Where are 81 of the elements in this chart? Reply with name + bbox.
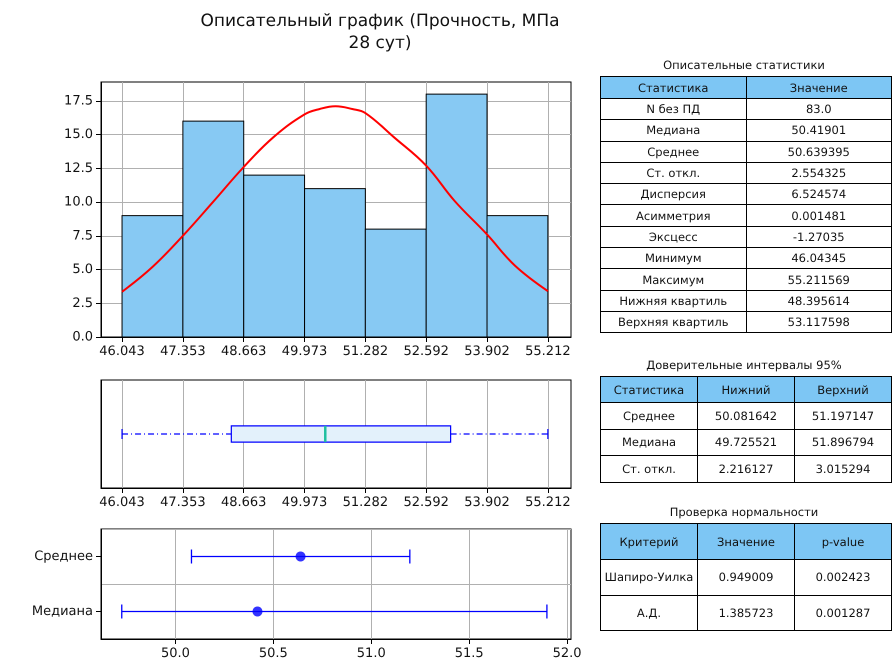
text: 53.117598	[788, 315, 850, 330]
x-tick-label: 47.353	[160, 495, 206, 510]
text: 51.197147	[812, 408, 874, 423]
text: -1.27035	[792, 230, 845, 244]
text: 50.41901	[791, 123, 846, 138]
y-tick-label: 10.0	[64, 194, 93, 210]
text: 2.554325	[791, 166, 846, 180]
category-label: Минимум	[644, 251, 702, 266]
x-tick-label: 55.212	[525, 495, 571, 510]
x-tick-label: 48.663	[220, 344, 266, 359]
x-tick-label: 51.282	[342, 495, 388, 510]
text: Доверительные интервалы 95%	[645, 358, 843, 374]
text: 50.639395	[788, 144, 850, 159]
category-label: p-value	[794, 524, 892, 560]
x-tick-label: 47.353	[160, 344, 206, 359]
x-tick-label: 52.592	[403, 495, 449, 510]
category-label: Медиана	[646, 123, 700, 138]
x-tick-label: 52.0	[552, 646, 582, 661]
text: 6.524574	[791, 187, 846, 202]
category-label: Критерий	[600, 524, 698, 560]
category-label: Среднее	[647, 144, 700, 159]
chart-title: Описательный график (Прочность, МПа 28 сут)	[200, 11, 560, 53]
category-label: Верхний	[794, 376, 892, 402]
x-tick-label: 48.663	[220, 495, 266, 510]
x-tick-label: 55.212	[525, 344, 571, 359]
y-tick-label: 2.5	[72, 296, 93, 311]
y-tick-label: Среднее	[34, 549, 93, 564]
y-tick-label: 12.5	[64, 160, 93, 176]
text: 48.395614	[788, 294, 850, 308]
category-label: Максимум	[642, 272, 704, 287]
text: Проверка нормальности	[668, 505, 820, 521]
y-tick-label: 7.5	[72, 228, 93, 244]
category-label: Статистика	[600, 376, 698, 402]
category-label: Медиана	[622, 435, 676, 450]
y-tick-label: 5.0	[72, 262, 93, 278]
category-label: Шапиро-Уилка	[604, 570, 694, 584]
x-tick-label: 51.282	[342, 344, 388, 359]
text: 51.896794	[812, 435, 874, 450]
y-tick-label: 0.0	[72, 330, 93, 344]
text: 83.0	[806, 102, 832, 116]
category-label: Асимметрия	[636, 208, 710, 223]
category-label: Ст. откл.	[646, 166, 700, 180]
x-tick-label: 46.043	[99, 344, 145, 359]
y-tick-label: 15.0	[64, 127, 93, 142]
text: 2.216127	[718, 462, 774, 476]
x-tick-label: 49.973	[282, 495, 328, 510]
text: 1.385723	[718, 606, 774, 620]
x-tick-label: 46.043	[99, 495, 145, 510]
x-tick-label: 50.0	[160, 646, 190, 661]
x-tick-label: 50.5	[258, 646, 288, 661]
text: 50.081642	[714, 408, 778, 423]
x-tick-label: 51.5	[454, 646, 484, 661]
category-label: Значение	[698, 524, 794, 560]
x-tick-label: 51.0	[356, 646, 386, 661]
text: 3.015294	[816, 462, 870, 476]
category-label: Эксцесс	[648, 230, 698, 244]
x-tick-label: 53.902	[464, 495, 510, 510]
category-label: Дисперсия	[640, 187, 706, 202]
text: 0.001481	[791, 208, 846, 223]
category-label: Ст. откл.	[622, 462, 676, 476]
category-label: А.Д.	[636, 606, 662, 620]
text: 0.001287	[816, 606, 870, 620]
text: 0.002423	[816, 570, 870, 584]
x-tick-label: 49.973	[282, 344, 328, 359]
category-label: Среднее	[622, 408, 676, 423]
line-series	[121, 105, 549, 293]
text: 46.04345	[791, 251, 846, 266]
category-label: Нижний	[698, 376, 794, 402]
category-label: Статистика	[600, 76, 746, 98]
category-label: N без ПД	[646, 102, 700, 116]
category-label: Нижняя квартиль	[619, 294, 728, 308]
text: Описательные статистики	[662, 58, 826, 74]
x-tick-label: 52.592	[403, 344, 449, 359]
text: 55.211569	[788, 272, 850, 287]
x-tick-label: 53.902	[464, 344, 510, 359]
text: 49.725521	[714, 435, 778, 450]
text: 0.949009	[718, 570, 774, 584]
y-tick-label: 17.5	[64, 93, 93, 108]
category-label: Значение	[746, 76, 892, 98]
y-tick-label: Медиана	[32, 604, 93, 619]
category-label: Верхняя квартиль	[618, 315, 728, 330]
